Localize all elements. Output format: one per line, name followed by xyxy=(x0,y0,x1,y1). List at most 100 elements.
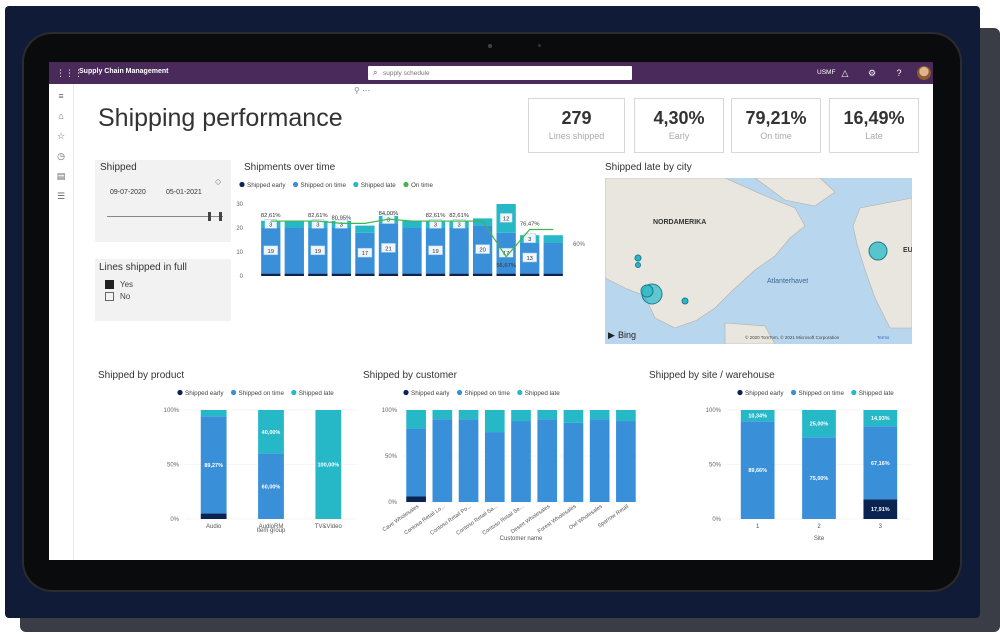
legend-label: Shipped on time xyxy=(239,390,285,397)
kpi-value: 79,21% xyxy=(745,108,807,128)
kpi-value: 279 xyxy=(561,108,592,128)
chart-title: Shipments over time xyxy=(244,162,336,173)
data-label: 40,00% xyxy=(262,430,281,436)
city-bubble[interactable] xyxy=(640,284,654,298)
shipments-over-time-chart: Shipped early Shipped on time Shipped late… xyxy=(236,181,586,280)
data-label-box xyxy=(429,219,442,229)
bar-segment xyxy=(496,273,516,276)
city-bubble[interactable] xyxy=(681,297,689,305)
data-label: 3 xyxy=(316,222,319,228)
city-bubble[interactable] xyxy=(635,262,641,268)
chart-title: Shipped by product xyxy=(98,370,185,381)
y-tick-label: 10 xyxy=(236,250,243,256)
bar-segment xyxy=(258,453,284,519)
slider-handle-right[interactable] xyxy=(219,212,222,221)
map-provider: Bing xyxy=(618,330,636,340)
checkbox-icon[interactable] xyxy=(105,292,114,302)
map-label-europe: EU xyxy=(903,247,912,254)
data-label: 14,93% xyxy=(871,416,890,422)
help-icon[interactable]: ? xyxy=(896,68,902,78)
y-tick-label: 20 xyxy=(236,226,243,232)
data-label: 3 xyxy=(269,222,272,228)
y-tick-label: 0% xyxy=(712,517,721,523)
date-slider-track[interactable] xyxy=(107,216,223,217)
camera-icon xyxy=(488,44,492,48)
avatar[interactable] xyxy=(917,66,931,80)
menu-icon[interactable]: ≡ xyxy=(58,91,64,101)
search-box[interactable]: ⌕ xyxy=(368,66,632,80)
home-icon[interactable]: ⌂ xyxy=(58,111,64,121)
map-copyright: © 2020 TomTom, © 2021 Microsoft Corporat… xyxy=(745,334,840,340)
bar-segment xyxy=(406,496,426,502)
legend-label: Shipped late xyxy=(859,390,895,397)
slider-handle-left[interactable] xyxy=(208,212,211,221)
date-from-field[interactable]: 09-07-2020 xyxy=(110,189,146,196)
checkbox-checked-icon[interactable] xyxy=(105,280,114,290)
legend-label: Shipped late xyxy=(525,390,561,397)
data-label: 12 xyxy=(503,216,509,222)
kpi-value: 16,49% xyxy=(843,108,905,128)
bar-segment xyxy=(284,273,304,276)
shipped-late-map[interactable]: NORDAMERIKA Atlanterhavet EU ▶ Bing © 20… xyxy=(605,178,912,344)
company-picker[interactable]: USMF xyxy=(817,69,836,76)
left-nav: ≡ ⌂ ☆ ◷ ▤ ☰ xyxy=(49,84,74,560)
bar-segment xyxy=(331,228,352,274)
data-label: 19 xyxy=(315,249,321,255)
map-label-north-america: NORDAMERIKA xyxy=(653,219,706,226)
line-point-label: 76,47% xyxy=(520,222,540,228)
bar-segment xyxy=(315,410,342,519)
data-label: 21 xyxy=(385,246,391,252)
bing-logo: ▶ xyxy=(608,330,615,340)
kpi-lines-shipped: 279 Lines shipped xyxy=(528,98,625,153)
notification-bell-icon[interactable]: △ xyxy=(841,68,849,78)
data-label: 3 xyxy=(340,222,343,228)
bar-segment xyxy=(616,421,636,502)
line-point-label: 56,67% xyxy=(496,263,516,269)
city-bubble[interactable] xyxy=(634,254,642,262)
option-no[interactable]: No xyxy=(105,292,130,302)
list-icon[interactable]: ☰ xyxy=(56,191,66,201)
map-canvas: NORDAMERIKA Atlanterhavet EU ▶ Bing © 20… xyxy=(605,178,912,344)
pin-more-icon[interactable]: ⚲ ⋯ xyxy=(354,86,371,95)
bar-segment xyxy=(543,242,563,274)
search-input[interactable] xyxy=(383,68,623,78)
bar-segment xyxy=(543,235,563,243)
star-icon[interactable]: ☆ xyxy=(56,131,66,141)
kpi-early: 4,30% Early xyxy=(634,98,724,153)
workspace-icon[interactable]: ▤ xyxy=(56,171,66,181)
slicer-title: Shipped xyxy=(100,162,137,173)
bar-segment xyxy=(543,273,563,276)
bar-segment xyxy=(331,273,352,276)
option-yes[interactable]: Yes xyxy=(105,280,133,290)
data-label: 25,00% xyxy=(810,422,829,428)
legend-label: Shipped on time xyxy=(301,182,347,189)
clock-icon[interactable]: ◷ xyxy=(57,151,65,161)
x-axis-label: Item group xyxy=(257,528,286,534)
data-label: 75,00% xyxy=(810,476,829,482)
map-terms-link[interactable]: Terms xyxy=(877,335,890,340)
x-tick-label: 2 xyxy=(817,524,821,530)
bar-segment xyxy=(511,410,531,422)
kpi-label: Lines shipped xyxy=(548,131,605,141)
legend-label: Shipped on time xyxy=(465,390,511,397)
bar-segment xyxy=(402,220,422,228)
clear-filter-icon[interactable]: ◇ xyxy=(215,177,222,186)
date-to-field[interactable]: 05-01-2021 xyxy=(166,189,202,196)
bar-segment xyxy=(261,273,281,276)
bar-segment xyxy=(589,419,610,502)
data-label-box xyxy=(357,247,373,258)
kpi-label: Early xyxy=(668,131,690,141)
data-label-box xyxy=(381,243,396,253)
app-launcher-icon[interactable]: ⋮⋮⋮ xyxy=(56,68,83,78)
city-bubble[interactable] xyxy=(868,241,888,261)
data-label: 10,34% xyxy=(748,414,767,420)
y-tick-label: 50% xyxy=(709,463,722,469)
bar-segment xyxy=(563,410,584,423)
bar-segment xyxy=(449,228,469,274)
bar-segment xyxy=(802,410,836,438)
south-america-land xyxy=(724,322,776,344)
data-label: 19 xyxy=(268,249,274,255)
legend-label: Shipped early xyxy=(745,390,784,397)
gear-icon[interactable]: ⚙ xyxy=(867,68,877,78)
top-bar: ⋮⋮⋮ Supply Chain Management ⌕ USMF △ ⚙ ? xyxy=(49,62,933,84)
